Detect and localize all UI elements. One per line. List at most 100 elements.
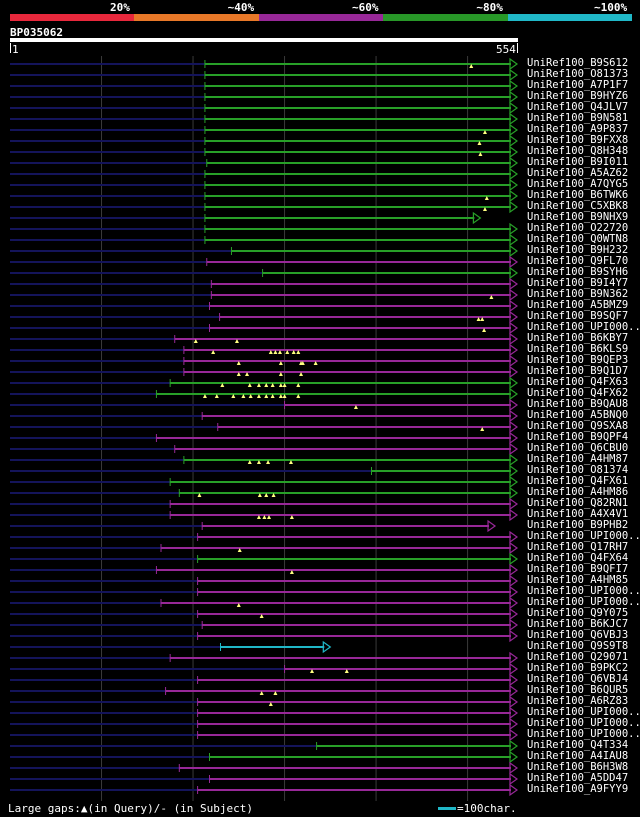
hit-label[interactable]: UniRef100_Q9Y075 — [527, 607, 629, 619]
hit-label[interactable]: UniRef100_Q6VBJ3 — [527, 629, 629, 641]
hit-label[interactable]: UniRef100_B9I4Y7 — [527, 277, 629, 289]
hit-label[interactable]: UniRef100_B9SYH6 — [527, 266, 629, 278]
query-gap-marker — [278, 383, 283, 387]
hit-label[interactable]: UniRef100_B6KJC7 — [527, 618, 629, 630]
hit-label[interactable]: UniRef100_B9QPF4 — [527, 431, 629, 443]
hit-label[interactable]: UniRef100_B9N581 — [527, 112, 629, 124]
hit-label[interactable]: UniRef100_Q4FX63 — [527, 376, 629, 388]
query-gap-marker — [489, 295, 494, 299]
query-gap-marker — [266, 460, 271, 464]
hit-label[interactable]: UniRef100_A7QYG5 — [527, 178, 629, 190]
hit-arrow — [509, 255, 519, 269]
hit-label[interactable]: UniRef100_B9SQF7 — [527, 310, 629, 322]
query-gap-marker — [277, 350, 282, 354]
hit-label[interactable]: UniRef100_UPI000.. — [527, 706, 640, 718]
hit-label[interactable]: UniRef100_Q17RH7 — [527, 541, 629, 553]
legend-label: ~60% — [352, 1, 379, 14]
hit-label[interactable]: UniRef100_UPI000.. — [527, 596, 640, 608]
hit-label[interactable]: UniRef100_UPI000.. — [527, 717, 640, 729]
hit-label[interactable]: UniRef100_B9NHX9 — [527, 211, 629, 223]
hit-label[interactable]: UniRef100_B6TWK6 — [527, 189, 629, 201]
hit-label[interactable]: UniRef100_A4HM85 — [527, 574, 629, 586]
hit-label[interactable]: UniRef100_A5BMZ9 — [527, 299, 629, 311]
hit-label[interactable]: UniRef100_Q9FL70 — [527, 255, 629, 267]
hit-arrow — [509, 695, 519, 709]
hit-arrow — [509, 684, 519, 698]
hit-label[interactable]: UniRef100_B9QFI7 — [527, 563, 629, 575]
hit-label[interactable]: UniRef100_A6RZ83 — [527, 695, 629, 707]
query-gap-marker — [245, 372, 250, 376]
query-gap-marker — [278, 394, 283, 398]
hit-label[interactable]: UniRef100_Q4T334 — [527, 739, 629, 751]
scale-text: =100char. — [457, 802, 517, 815]
hit-label[interactable]: UniRef100_B9HYZ6 — [527, 90, 629, 102]
hit-label[interactable]: UniRef100_O81374 — [527, 464, 629, 476]
hit-label[interactable]: UniRef100_Q8H348 — [527, 145, 629, 157]
hit-label[interactable]: UniRef100_Q4JLV7 — [527, 101, 629, 113]
hit-label[interactable]: UniRef100_A5BNQ0 — [527, 409, 629, 421]
hit-label[interactable]: UniRef100_A9FYY9 — [527, 783, 629, 795]
legend-segment — [10, 14, 135, 21]
hit-label[interactable]: UniRef100_Q29071 — [527, 651, 629, 663]
hit-label[interactable]: UniRef100_A5DD47 — [527, 772, 629, 784]
hit-label[interactable]: UniRef100_A5AZ62 — [527, 167, 629, 179]
hit-arrow — [509, 156, 519, 170]
hit-label[interactable]: UniRef100_B9PHB2 — [527, 519, 629, 531]
hit-label[interactable]: UniRef100_B9I011 — [527, 156, 629, 168]
hit-label[interactable]: UniRef100_A4HM86 — [527, 486, 629, 498]
query-gap-marker — [313, 361, 318, 365]
hit-label[interactable]: UniRef100_B6KBY7 — [527, 332, 629, 344]
hit-label[interactable]: UniRef100_A7P1F7 — [527, 79, 629, 91]
hit-label[interactable]: UniRef100_B6H3W8 — [527, 761, 629, 773]
hit-label[interactable]: UniRef100_O22720 — [527, 222, 629, 234]
hit-label[interactable]: UniRef100_B9H232 — [527, 244, 629, 256]
hit-arrow — [509, 750, 519, 764]
hit-label[interactable]: UniRef100_Q6VBJ4 — [527, 673, 629, 685]
query-gap-marker — [259, 614, 264, 618]
hit-label[interactable]: UniRef100_Q9S9T8 — [527, 640, 629, 652]
query-gap-marker — [273, 691, 278, 695]
legend-label: ~40% — [227, 1, 255, 14]
query-gap-marker — [236, 372, 241, 376]
hit-label[interactable]: UniRef100_B6KLS9 — [527, 343, 629, 355]
hit-arrow — [509, 189, 519, 203]
legend-label: ~80% — [476, 1, 503, 14]
hit-arrow — [509, 431, 519, 445]
hit-label[interactable]: UniRef100_B9N362 — [527, 288, 629, 300]
hit-label[interactable]: UniRef100_Q4FX61 — [527, 475, 629, 487]
hit-label[interactable]: UniRef100_Q9SXA8 — [527, 420, 629, 432]
hit-label[interactable]: UniRef100_O81373 — [527, 68, 629, 80]
hit-arrow — [509, 398, 519, 412]
query-gap-marker — [220, 383, 225, 387]
hit-label[interactable]: UniRef100_Q6CBU0 — [527, 442, 629, 454]
hit-label[interactable]: UniRef100_B9Q1D7 — [527, 365, 629, 377]
hit-label[interactable]: UniRef100_A4IAU8 — [527, 750, 629, 762]
hit-label[interactable]: UniRef100_Q82RN1 — [527, 497, 629, 509]
hit-label[interactable]: UniRef100_B6QUR5 — [527, 684, 629, 696]
large-gaps-legend: Large gaps:▲(in Query)/- (in Subject) — [8, 802, 254, 815]
hit-label[interactable]: UniRef100_A9P837 — [527, 123, 629, 135]
hit-label[interactable]: UniRef100_B9PKC2 — [527, 662, 629, 674]
hit-label[interactable]: UniRef100_Q0WTN8 — [527, 233, 629, 245]
hit-label[interactable]: UniRef100_A4X4V1 — [527, 508, 629, 520]
hit-label[interactable]: UniRef100_B9S612 — [527, 57, 629, 69]
hit-label[interactable]: UniRef100_Q4FX62 — [527, 387, 629, 399]
hit-label[interactable]: UniRef100_Q4FX64 — [527, 552, 629, 564]
query-gap-marker — [477, 141, 482, 145]
query-gap-marker — [300, 361, 305, 365]
hit-label[interactable]: UniRef100_UPI000.. — [527, 321, 640, 333]
hit-label[interactable]: UniRef100_B9FXX8 — [527, 134, 629, 146]
query-gap-marker — [278, 361, 283, 365]
hit-label[interactable]: UniRef100_C5XBK8 — [527, 200, 629, 212]
hit-arrow — [509, 629, 519, 643]
query-id: BP035062 — [10, 26, 63, 39]
hit-arrow — [509, 596, 519, 610]
hit-label[interactable]: UniRef100_UPI000.. — [527, 530, 640, 542]
legend-segment — [507, 14, 632, 21]
hit-label[interactable]: UniRef100_UPI000.. — [527, 728, 640, 740]
hit-arrow — [509, 332, 519, 346]
hit-label[interactable]: UniRef100_UPI000.. — [527, 585, 640, 597]
hit-label[interactable]: UniRef100_B9QEP3 — [527, 354, 629, 366]
hit-label[interactable]: UniRef100_A4HM87 — [527, 453, 629, 465]
hit-label[interactable]: UniRef100_B9QAU8 — [527, 398, 629, 410]
